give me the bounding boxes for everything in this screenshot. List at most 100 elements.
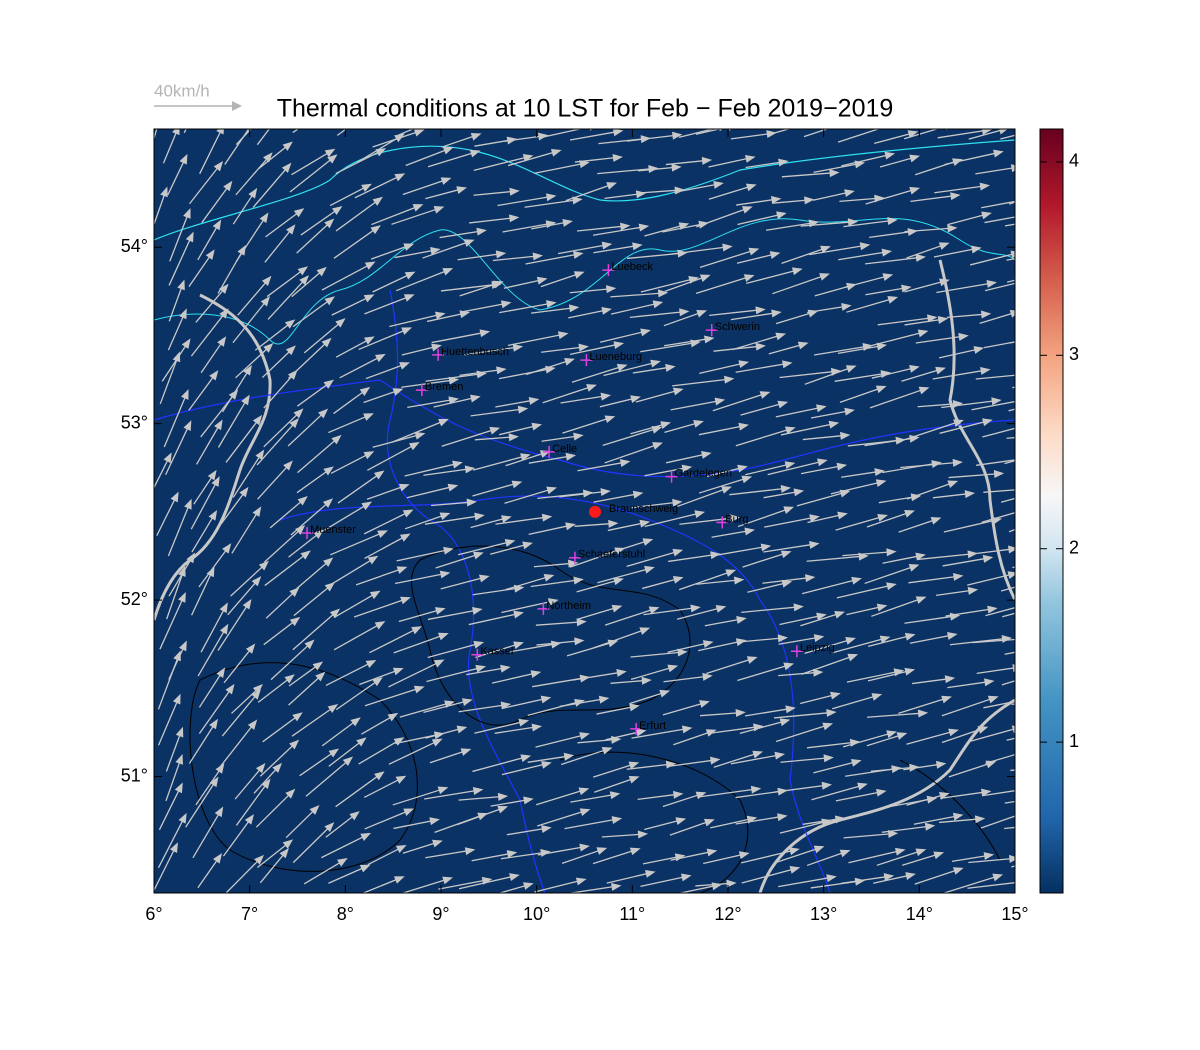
wind-arrow [980, 815, 1015, 829]
wind-arrow [644, 511, 703, 528]
wind-arrow [732, 333, 784, 351]
wind-arrow [528, 524, 574, 535]
wind-arrowhead [492, 280, 504, 289]
wind-arrow [458, 540, 513, 556]
wind-arrow [190, 310, 228, 357]
wind-arrowhead [541, 760, 552, 769]
wind-arrow [981, 512, 1015, 523]
wind-arrow [943, 518, 1000, 533]
wind-arrow [898, 696, 950, 715]
wind-arrowhead [635, 190, 647, 199]
wind-arrowhead [784, 461, 796, 470]
wind-arrow [670, 399, 723, 411]
wind-arrowhead [667, 664, 679, 673]
wind-arrowhead [941, 695, 952, 704]
wind-arrow [745, 707, 794, 717]
wind-arrow [910, 194, 958, 203]
wind-arrowhead [780, 550, 792, 559]
wind-arrowhead [350, 717, 361, 727]
wind-arrowhead [472, 787, 484, 795]
wind-arrowhead [393, 876, 405, 884]
wind-arrowhead [677, 648, 688, 657]
wind-arrow [200, 604, 228, 653]
wind-arrow [840, 875, 892, 885]
wind-arrow [252, 164, 290, 208]
wind-arrow [157, 815, 186, 869]
wind-arrow [667, 641, 711, 653]
wind-arrowhead [672, 575, 684, 584]
wind-arrow [330, 451, 372, 474]
wind-arrowhead [243, 364, 252, 376]
wind-arrow [627, 134, 680, 142]
wind-arrow [396, 548, 451, 562]
wind-arrowhead [850, 758, 862, 767]
wind-arrowhead [909, 365, 920, 373]
wind-arrow [576, 225, 628, 232]
wind-arrowhead [324, 218, 335, 229]
wind-arrowhead [816, 404, 827, 413]
wind-arrowhead [889, 129, 890, 130]
wind-arrowhead [219, 308, 229, 319]
wind-arrow [439, 229, 485, 239]
wind-arrowhead [770, 195, 782, 204]
wind-arrowhead [520, 754, 532, 763]
wind-arrow [398, 608, 443, 623]
wind-arrowhead [289, 739, 300, 750]
wind-arrowhead [178, 592, 186, 603]
wind-arrowhead [958, 332, 969, 341]
wind-arrow [225, 416, 261, 463]
wind-arrowhead [562, 218, 573, 227]
wind-arrow [778, 671, 821, 677]
wind-arrowhead [887, 217, 898, 226]
wind-arrow [741, 848, 798, 864]
wind-arrowhead [1030, 420, 1041, 428]
wind-arrowhead [690, 604, 701, 613]
wind-arrowhead [403, 808, 415, 816]
wind-arrow [293, 583, 334, 617]
wind-arrowhead [244, 814, 254, 825]
wind-arrowhead [178, 566, 186, 577]
wind-arrowhead [629, 847, 641, 856]
wind-arrow [699, 361, 747, 374]
wind-arrow [427, 608, 480, 621]
wind-arrow [157, 653, 181, 710]
wind-arrowhead [677, 249, 688, 258]
wind-arrow [507, 333, 566, 347]
wind-arrowhead [186, 552, 196, 564]
wind-arrowhead [632, 490, 644, 499]
wind-arrow [263, 526, 304, 563]
wind-arrow [665, 159, 710, 166]
wind-arrow [975, 374, 1015, 380]
wind-arrowhead [886, 730, 897, 739]
wind-arrow [778, 876, 834, 888]
wind-arrowhead [722, 243, 733, 252]
city-marker [301, 527, 314, 540]
wind-arrow [835, 790, 884, 802]
wind-arrowhead [882, 273, 894, 281]
wind-arrow [495, 516, 550, 525]
wind-arrowhead [816, 612, 827, 621]
wind-arrowhead [363, 294, 375, 303]
wind-arrowhead [315, 671, 326, 682]
wind-arrowhead [628, 761, 640, 770]
wind-arrow [767, 460, 825, 476]
wind-arrow [401, 379, 457, 388]
wind-arrowhead [324, 296, 335, 306]
wind-arrowhead [1001, 634, 1012, 643]
wind-arrowhead [775, 332, 787, 341]
wind-arrowhead [215, 763, 225, 774]
wind-arrow [406, 485, 456, 499]
river [279, 495, 831, 893]
wind-arrow [801, 654, 856, 675]
wind-arrow [592, 848, 638, 865]
wind-arrowhead [829, 169, 840, 178]
wind-arrow [500, 851, 548, 860]
wind-arrow [235, 780, 270, 826]
wind-arrow [940, 790, 989, 800]
wind-arrowhead [432, 839, 443, 848]
wind-arrowhead [504, 539, 516, 547]
wind-arrowhead [293, 408, 304, 419]
wind-arrow [263, 371, 297, 409]
wind-arrowhead [746, 656, 758, 664]
wind-arrow [971, 400, 1015, 411]
